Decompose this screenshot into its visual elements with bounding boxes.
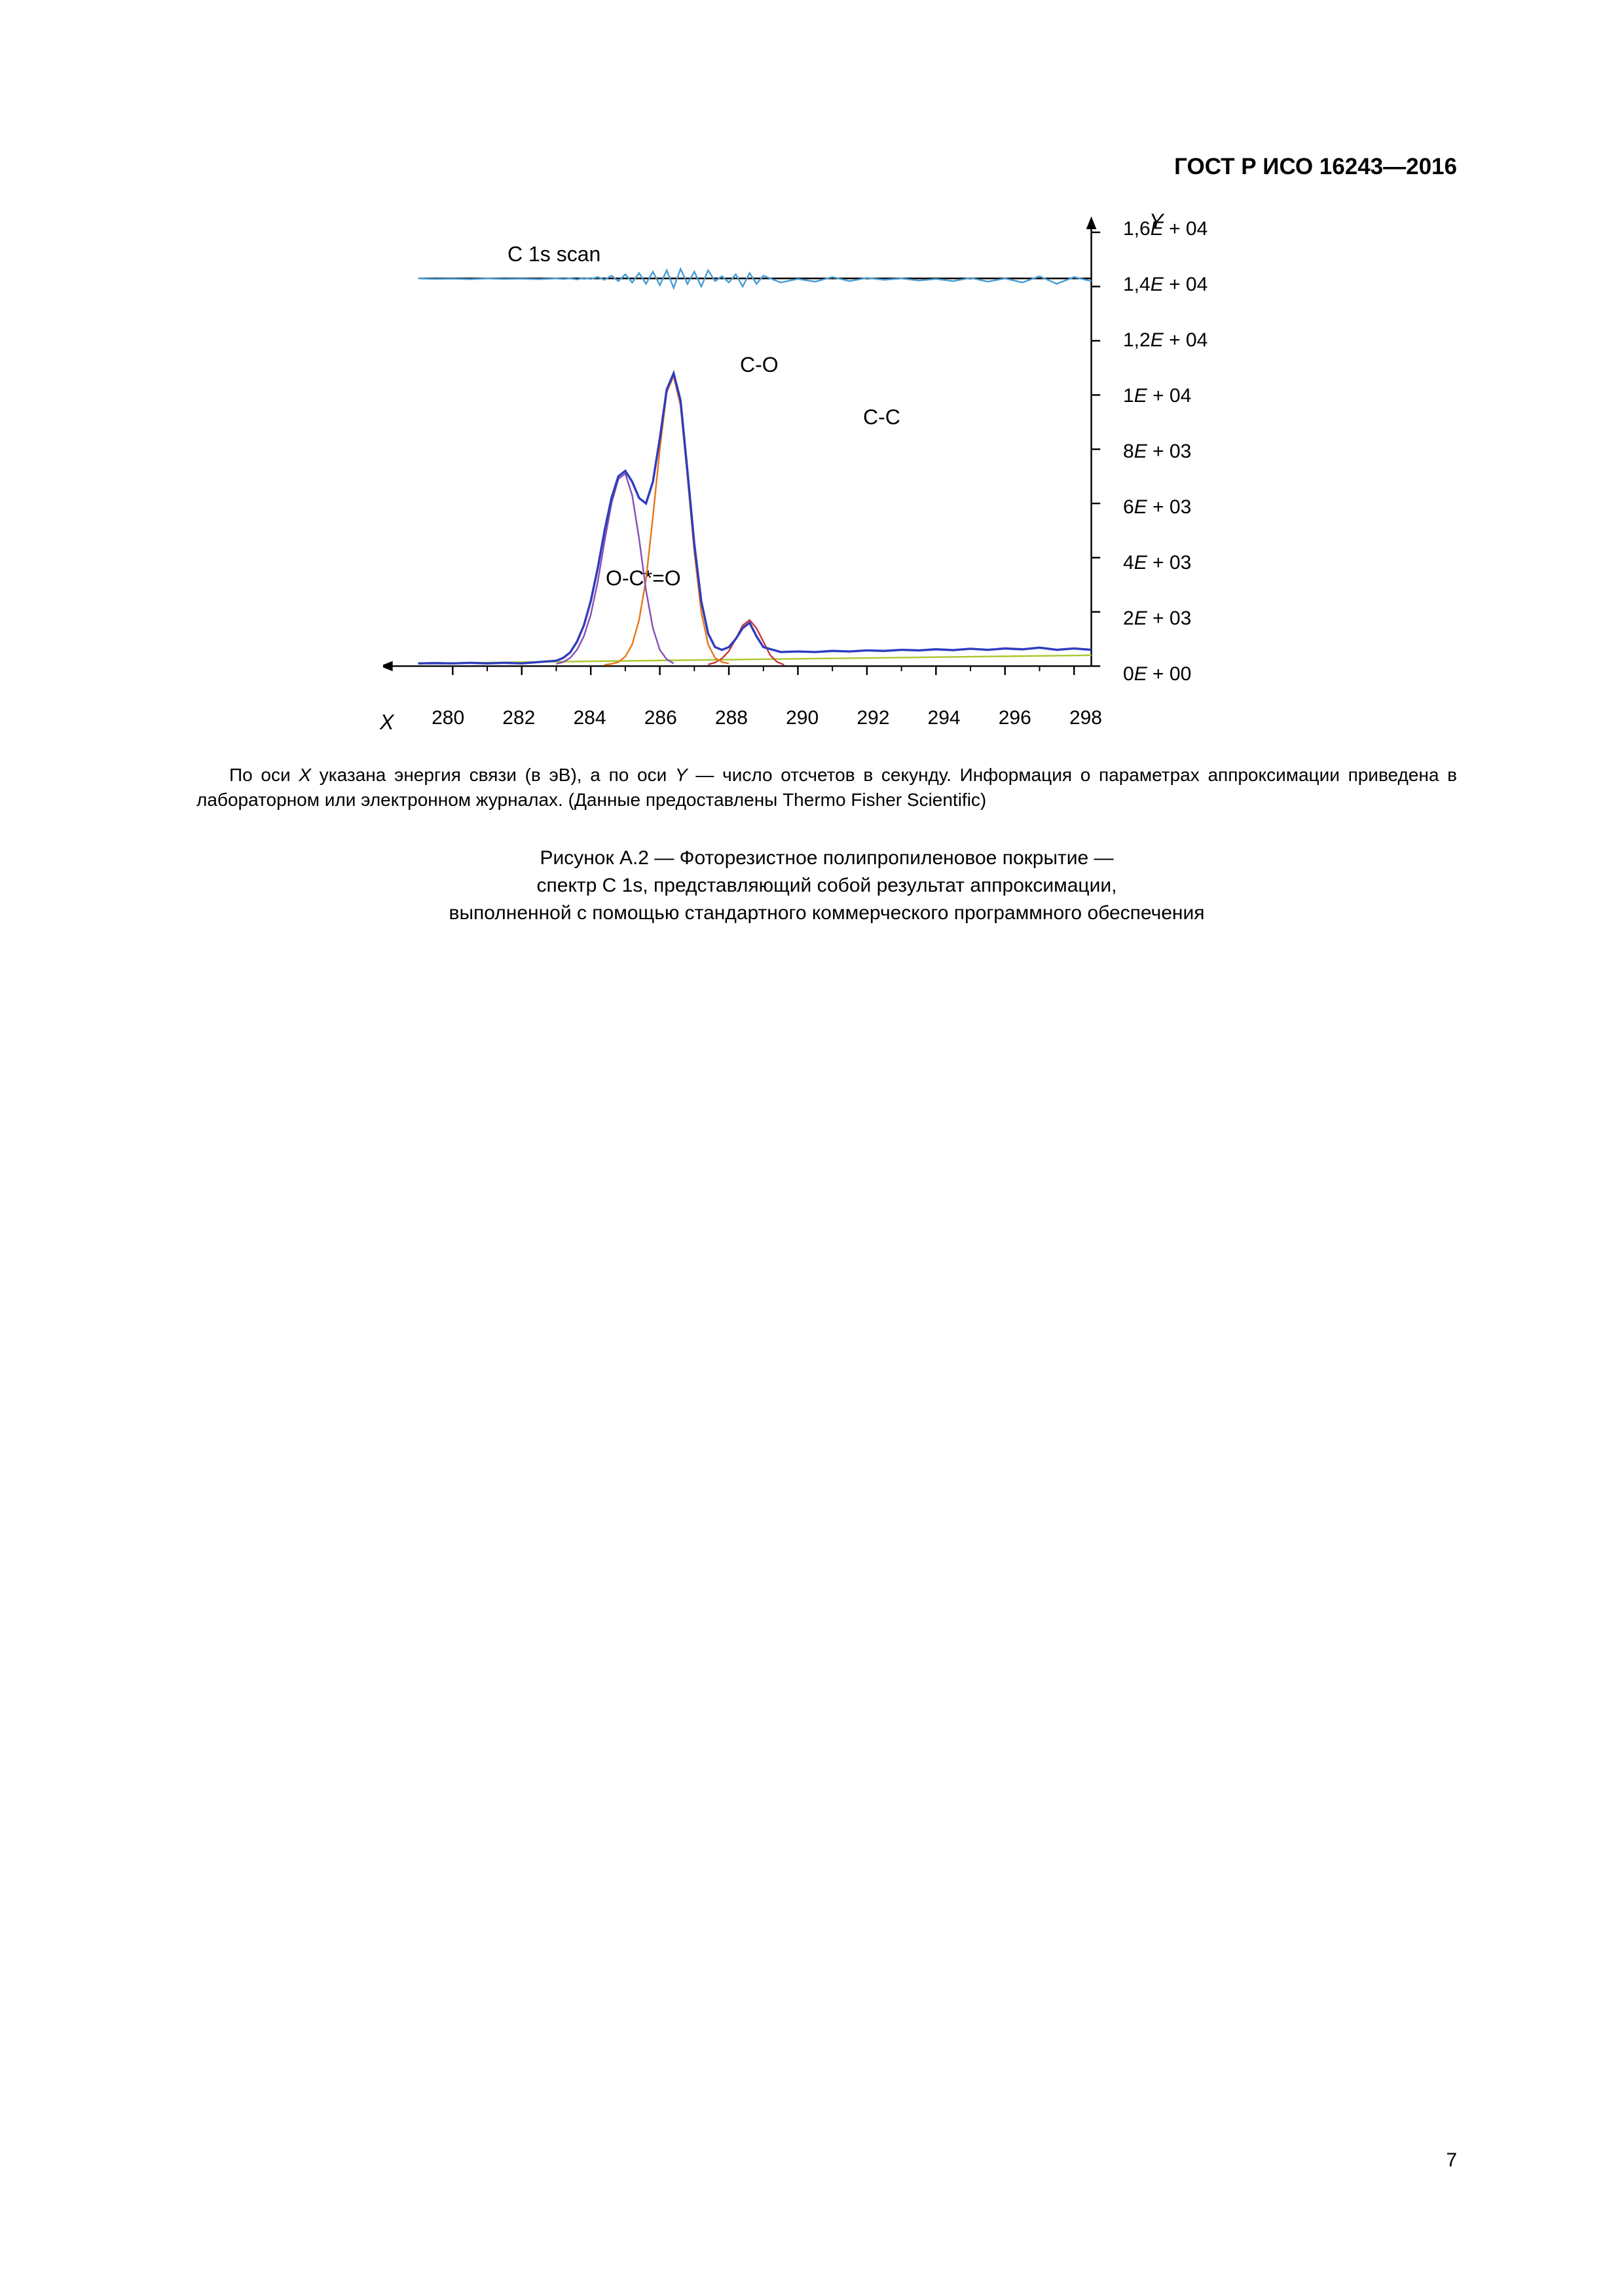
caption-y-italic: Y bbox=[675, 765, 688, 785]
caption-part1: По оси bbox=[229, 765, 291, 785]
document-header: ГОСТ Р ИСО 16243—2016 bbox=[1174, 154, 1457, 180]
y-tick-label: 4E + 03 bbox=[1123, 552, 1191, 574]
x-tick-label: 282 bbox=[502, 707, 535, 729]
x-tick-label: 294 bbox=[928, 707, 961, 729]
figure-caption-line2: спектр C 1s, представляющий собой резуль… bbox=[196, 872, 1457, 900]
y-tick-label: 0E + 00 bbox=[1123, 663, 1191, 685]
x-tick-label: 280 bbox=[432, 707, 464, 729]
x-tick-label: 284 bbox=[574, 707, 606, 729]
caption-part2: указана энергия связи (в эВ), а по оси bbox=[311, 765, 675, 785]
x-tick-label: 298 bbox=[1069, 707, 1102, 729]
page-number: 7 bbox=[1446, 2149, 1457, 2172]
caption-x-italic: X bbox=[299, 765, 311, 785]
y-tick-label: 1,2E + 04 bbox=[1123, 329, 1208, 352]
x-tick-label: 288 bbox=[715, 707, 748, 729]
figure-caption: Рисунок А.2 — Фоторезистное полипропилен… bbox=[196, 845, 1457, 927]
chart-container bbox=[383, 213, 1130, 743]
chart-svg bbox=[383, 213, 1130, 743]
x-tick-label: 292 bbox=[857, 707, 889, 729]
figure-caption-line1: Рисунок А.2 — Фоторезистное полипропилен… bbox=[196, 845, 1457, 872]
y-tick-label: 2E + 03 bbox=[1123, 608, 1191, 630]
figure-caption-line3: выполненной с помощью стандартного комме… bbox=[196, 900, 1457, 927]
x-tick-label: 290 bbox=[786, 707, 819, 729]
caption-description: По оси X указана энергия связи (в эВ), а… bbox=[196, 763, 1457, 812]
x-tick-label: 296 bbox=[999, 707, 1031, 729]
x-tick-label: 286 bbox=[644, 707, 677, 729]
y-tick-label: 1,4E + 04 bbox=[1123, 274, 1208, 296]
y-tick-label: 1E + 04 bbox=[1123, 385, 1191, 407]
y-tick-label: 6E + 03 bbox=[1123, 496, 1191, 519]
y-tick-label: 1,6E + 04 bbox=[1123, 218, 1208, 240]
y-tick-label: 8E + 03 bbox=[1123, 441, 1191, 463]
